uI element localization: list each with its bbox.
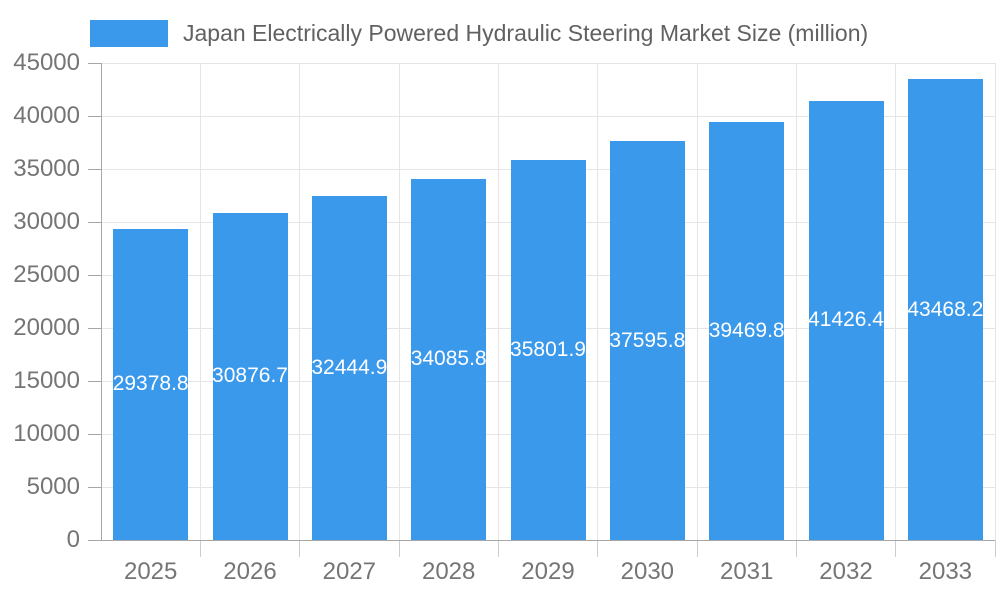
y-axis-tick-label: 40000 xyxy=(13,102,80,129)
bar-2030[interactable]: 37595.8 xyxy=(609,141,685,540)
bar-value-label: 37595.8 xyxy=(609,328,685,352)
y-axis-tick-label: 15000 xyxy=(13,367,80,394)
x-gridline xyxy=(696,63,698,540)
x-axis-tick-label: 2031 xyxy=(719,558,774,585)
x-axis-tick-label: 2030 xyxy=(620,558,675,585)
y-axis-tick xyxy=(88,115,101,117)
x-gridline xyxy=(199,63,201,540)
legend-label: Japan Electrically Powered Hydraulic Ste… xyxy=(183,20,869,46)
y-axis-tick-label: 5000 xyxy=(26,473,80,500)
bar-value-label: 41426.4 xyxy=(808,308,884,332)
x-axis-tick xyxy=(994,540,996,557)
y-axis-tick xyxy=(88,539,101,541)
bar-value-label: 34085.8 xyxy=(411,347,487,371)
bar-2033[interactable]: 43468.2 xyxy=(907,79,983,540)
y-axis-tick xyxy=(88,380,101,382)
x-axis-tick-label: 2026 xyxy=(223,558,277,585)
y-axis-tick-label: 10000 xyxy=(13,420,80,447)
y-axis-tick xyxy=(88,221,101,223)
x-axis-tick xyxy=(497,540,499,557)
bar-2029[interactable]: 35801.9 xyxy=(510,160,586,540)
x-axis-tick xyxy=(398,540,400,557)
bar-2032[interactable]: 41426.4 xyxy=(808,100,884,540)
y-axis-tick xyxy=(88,62,101,64)
bar-value-label: 35801.9 xyxy=(510,338,586,362)
x-axis-tick xyxy=(895,540,897,557)
x-gridline xyxy=(795,63,797,540)
x-gridline xyxy=(597,63,599,540)
bar-value-label: 32444.9 xyxy=(311,356,387,380)
y-gridline xyxy=(101,62,995,64)
x-axis-tick xyxy=(597,540,599,557)
bar-value-label: 39469.8 xyxy=(709,318,785,342)
legend-swatch xyxy=(90,20,168,47)
y-axis-tick xyxy=(88,486,101,488)
bar-value-label: 29378.8 xyxy=(113,372,189,396)
bar-2026[interactable]: 30876.7 xyxy=(212,212,288,540)
x-gridline xyxy=(398,63,400,540)
y-axis-tick-label: 25000 xyxy=(13,261,80,288)
x-axis-tick-label: 2025 xyxy=(123,558,178,585)
bar-value-label: 43468.2 xyxy=(907,297,983,321)
y-axis-tick xyxy=(88,274,101,276)
bar-2027[interactable]: 32444.9 xyxy=(311,196,387,540)
bar-2031[interactable]: 39469.8 xyxy=(709,121,785,540)
x-axis-tick-label: 2029 xyxy=(521,558,575,585)
x-axis-tick xyxy=(299,540,301,557)
x-axis-tick xyxy=(199,540,201,557)
bar-2025[interactable]: 29378.8 xyxy=(113,228,189,540)
y-axis-tick-label: 0 xyxy=(66,526,80,553)
bar-value-label: 30876.7 xyxy=(212,364,288,388)
x-axis-tick xyxy=(795,540,797,557)
x-axis-tick-label: 2028 xyxy=(421,558,476,585)
y-axis-tick xyxy=(88,433,101,435)
x-axis-tick-label: 2032 xyxy=(819,558,873,585)
y-axis-tick-label: 45000 xyxy=(13,49,80,76)
y-gridline xyxy=(101,115,995,117)
y-axis-tick-label: 30000 xyxy=(13,208,80,235)
x-gridline xyxy=(895,63,897,540)
x-gridline xyxy=(299,63,301,540)
x-gridline xyxy=(497,63,499,540)
y-axis-tick xyxy=(88,168,101,170)
y-axis-tick xyxy=(88,327,101,329)
x-axis-line xyxy=(101,540,995,541)
bar-2028[interactable]: 34085.8 xyxy=(411,178,487,540)
y-axis-tick-label: 35000 xyxy=(13,155,80,182)
legend: Japan Electrically Powered Hydraulic Ste… xyxy=(90,20,868,47)
y-axis-line xyxy=(101,63,102,540)
x-axis-tick-label: 2033 xyxy=(918,558,973,585)
x-axis-tick xyxy=(696,540,698,557)
y-axis-tick-label: 20000 xyxy=(13,314,80,341)
x-gridline xyxy=(994,63,996,540)
x-axis-tick-label: 2027 xyxy=(322,558,377,585)
